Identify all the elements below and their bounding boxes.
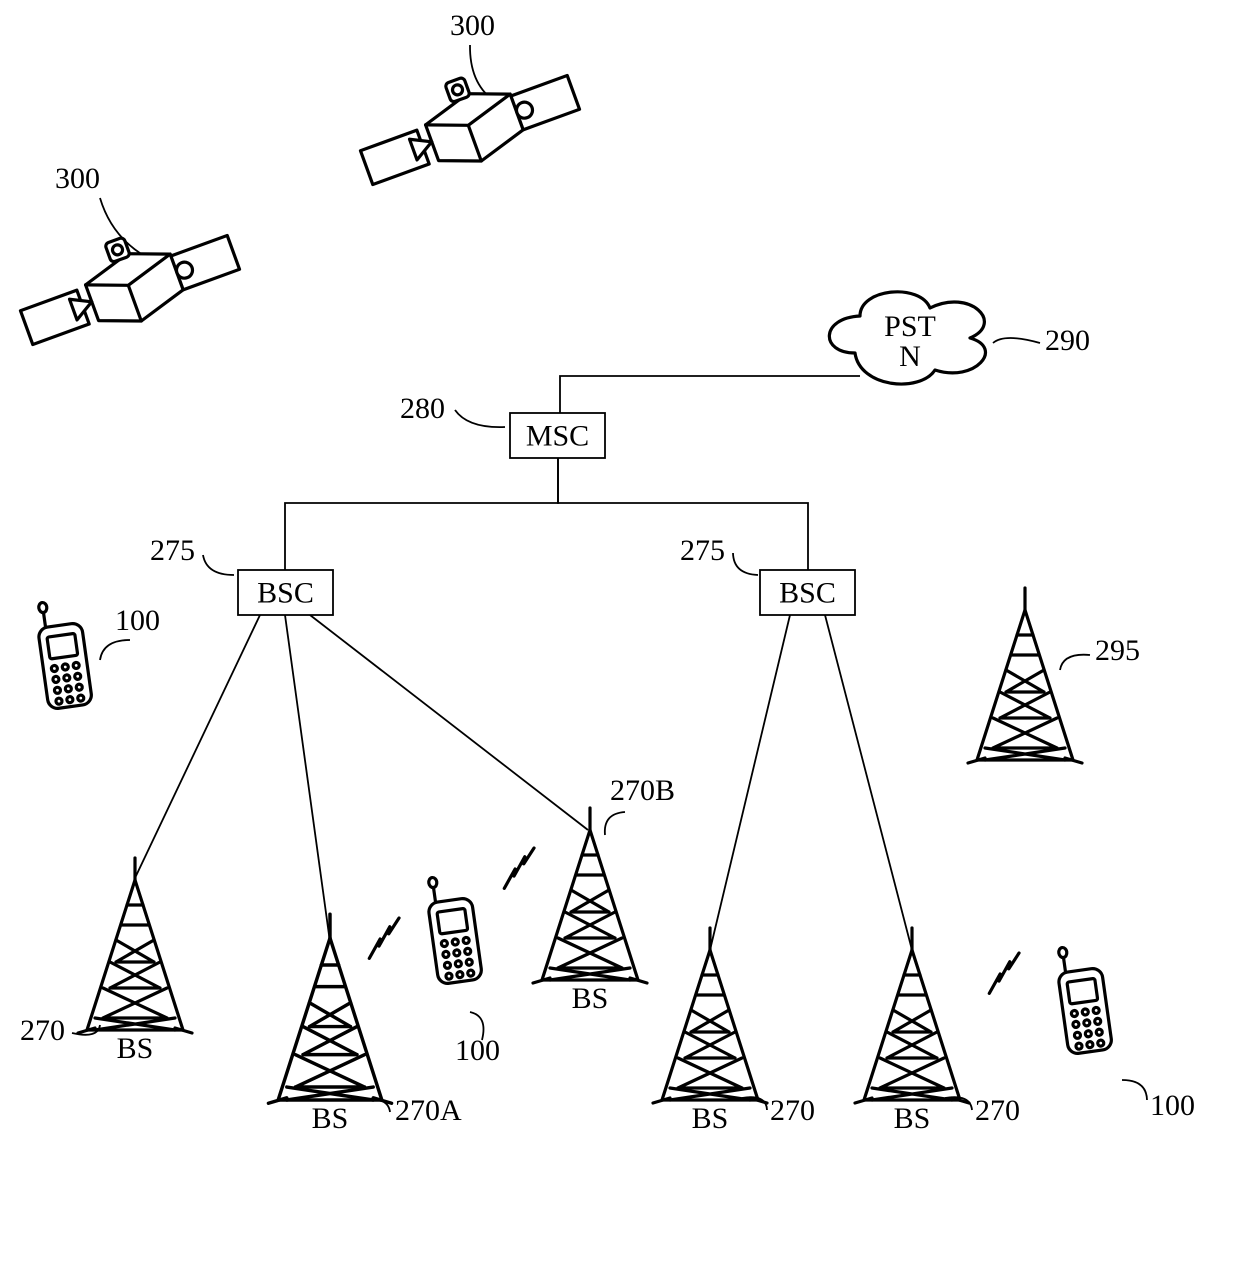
reference-label: 270B — [610, 774, 675, 807]
tower-label: BS — [117, 1032, 154, 1065]
signal-bolt-icon — [494, 848, 544, 888]
lead-line — [605, 812, 625, 835]
tower-label: BS — [572, 982, 609, 1015]
tower-icon — [78, 858, 192, 1033]
tower-icon — [533, 808, 647, 983]
lead-line — [993, 338, 1040, 343]
reference-label: 290 — [1045, 324, 1090, 357]
phone-icon — [34, 598, 92, 710]
connector — [310, 615, 588, 830]
msc-label: MSC — [526, 420, 589, 453]
pstn-label: PST — [884, 310, 936, 343]
labels-layer: PSTN MSC BSC BSC BS BS BS BS BS 300 300 290 280 275 27… — [20, 9, 1195, 1135]
reference-label: 275 — [150, 534, 195, 567]
reference-label: 270 — [975, 1094, 1020, 1127]
lead-line — [100, 640, 130, 660]
connector — [710, 615, 790, 950]
reference-label: 270 — [20, 1014, 65, 1047]
tower-label: BS — [894, 1102, 931, 1135]
connector — [825, 615, 912, 950]
signal-bolt-icon — [359, 918, 409, 958]
connector — [285, 458, 558, 570]
satellite-icon — [349, 44, 585, 199]
connectors-layer — [72, 45, 1147, 1112]
bsc1-label: BSC — [257, 577, 314, 610]
tower-icon — [855, 928, 969, 1103]
signal-bolt-icon — [979, 953, 1029, 993]
reference-label: 100 — [115, 604, 160, 637]
lead-line — [1060, 655, 1090, 670]
reference-label: 270 — [770, 1094, 815, 1127]
lead-line — [733, 553, 758, 575]
satellite-icon — [9, 204, 245, 359]
reference-label: 280 — [400, 392, 445, 425]
reference-label: 100 — [455, 1034, 500, 1067]
reference-label: 275 — [680, 534, 725, 567]
connector — [285, 615, 330, 942]
phone-icon — [424, 873, 482, 985]
lead-line — [455, 410, 505, 427]
connector — [135, 615, 260, 878]
phone-icon — [1054, 943, 1112, 1055]
connector — [560, 376, 860, 413]
lead-line — [203, 555, 234, 575]
reference-label: 100 — [1150, 1089, 1195, 1122]
tower-label: BS — [692, 1102, 729, 1135]
reference-label: 270A — [395, 1094, 462, 1127]
shapes-layer — [9, 44, 1113, 1104]
pstn-label-2: N — [899, 340, 921, 373]
network-diagram: PSTN MSC BSC BSC BS BS BS BS BS 300 300 290 280 275 27… — [0, 0, 1240, 1262]
reference-label: 300 — [450, 9, 495, 42]
tower-label: BS — [312, 1102, 349, 1135]
reference-label: 300 — [55, 162, 100, 195]
tower-icon — [268, 914, 391, 1103]
lead-line — [1122, 1080, 1147, 1100]
reference-label: 295 — [1095, 634, 1140, 667]
tower-icon — [653, 928, 767, 1103]
lead-line — [470, 45, 493, 100]
bsc2-label: BSC — [779, 577, 836, 610]
tower-icon — [968, 588, 1082, 763]
